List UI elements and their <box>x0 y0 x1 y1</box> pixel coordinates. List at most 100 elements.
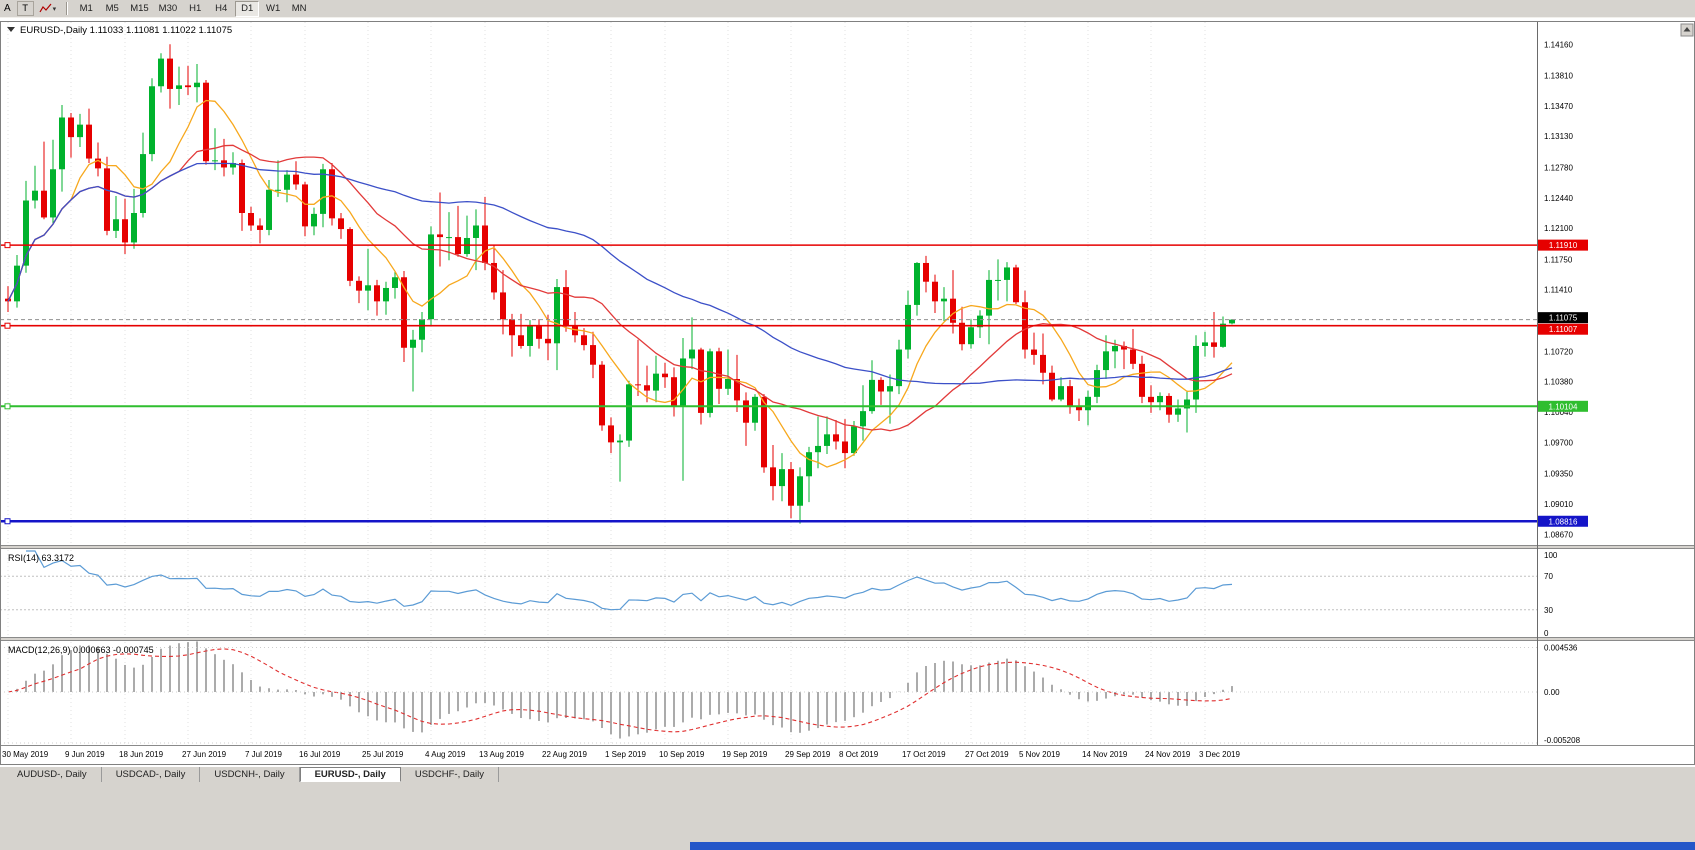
bear-candle-body <box>1130 349 1136 364</box>
tab-audusd-daily[interactable]: AUDUSD-, Daily <box>3 767 102 782</box>
bear-candle-body <box>302 184 308 227</box>
current-price-tag-box <box>1538 312 1588 324</box>
timeframe-m15-button[interactable]: M15 <box>126 1 152 17</box>
timeframe-d1-button[interactable]: D1 <box>235 0 260 17</box>
bear-candle-body <box>203 82 209 162</box>
price-tag-1.08816-box <box>1538 515 1588 527</box>
bear-candle-body <box>248 212 254 226</box>
bear-candle-body <box>401 277 407 348</box>
bull-candle-body <box>905 304 911 350</box>
bear-candle-body <box>500 292 506 320</box>
line-style-tool-button[interactable]: ▾ <box>35 1 60 16</box>
tab-usdchf-daily[interactable]: USDCHF-, Daily <box>400 767 499 782</box>
bear-candle-body <box>950 298 956 323</box>
top-toolbar: A T ▾ M1 M5 M15 M30 H1 H4 D1 W1 MN <box>0 0 1695 18</box>
panel-separator[interactable] <box>0 545 1695 549</box>
bull-candle-body <box>752 396 758 423</box>
text-tool-button[interactable]: T <box>16 1 34 16</box>
bull-candle-body <box>815 445 821 453</box>
bull-candle-body <box>1103 351 1109 371</box>
timeframe-h4-button[interactable]: H4 <box>209 1 233 17</box>
bear-candle-body <box>590 345 596 365</box>
bear-candle-body <box>1031 349 1037 355</box>
bull-candle-body <box>725 378 731 389</box>
price-scale-label: 1.12780 <box>1544 163 1573 172</box>
price-tag-1.10104: 1.10104 <box>1549 402 1578 411</box>
toolbar-label-a: A <box>4 3 11 14</box>
bear-candle-body <box>878 379 884 392</box>
current-price-tag: 1.11075 <box>1549 314 1578 323</box>
chart-menu-triangle-icon[interactable] <box>7 27 15 32</box>
price-scale-label: 1.10380 <box>1544 378 1573 387</box>
taskbar-strip <box>690 842 1695 850</box>
date-label: 24 Nov 2019 <box>1145 750 1191 759</box>
bull-candle-body <box>428 234 434 320</box>
bear-candle-body <box>743 400 749 423</box>
bull-candle-body <box>887 386 893 392</box>
bull-candle-body <box>113 219 119 231</box>
bear-candle-body <box>437 234 443 238</box>
bear-candle-body <box>347 229 353 281</box>
timeframe-mn-button[interactable]: MN <box>287 1 311 17</box>
bull-candle-body <box>824 434 830 446</box>
price-chart-area[interactable]: 100 70 30 0 RSI(14) 63.3172 0.004536 0.00 -0.00… <box>0 18 1695 766</box>
macd-scale-label: 0.00 <box>1544 688 1560 697</box>
bull-candle-body <box>32 190 38 201</box>
bull-candle-body <box>275 189 281 191</box>
price-scale-label: 1.14160 <box>1544 40 1573 49</box>
bull-candle-body <box>176 85 182 89</box>
bear-candle-body <box>536 326 542 339</box>
price-scale-label: 1.09010 <box>1544 500 1573 509</box>
timeframe-h1-button[interactable]: H1 <box>183 1 207 17</box>
bull-candle-body <box>1085 396 1091 411</box>
price-tag-1.08816: 1.08816 <box>1549 517 1578 526</box>
bear-candle-body <box>788 469 794 506</box>
bear-candle-body <box>734 378 740 401</box>
ma-slow-line <box>7 162 1233 385</box>
timeframe-m1-button[interactable]: M1 <box>74 1 98 17</box>
bear-candle-body <box>68 117 74 138</box>
price-scale-label: 1.13130 <box>1544 132 1573 141</box>
date-label: 14 Nov 2019 <box>1082 750 1128 759</box>
bear-candle-body <box>716 351 722 389</box>
bear-candle-body <box>1067 386 1073 407</box>
chart-tabs-bar: AUDUSD-, Daily USDCAD-, Daily USDCNH-, D… <box>0 766 1695 782</box>
bull-candle-body <box>230 163 236 168</box>
bear-candle-body <box>1211 342 1217 347</box>
scroll-up-arrow-icon <box>1683 27 1691 32</box>
bull-candle-body <box>1229 319 1235 324</box>
panel-separator[interactable] <box>0 637 1695 641</box>
date-label: 7 Jul 2019 <box>245 750 282 759</box>
bear-candle-body <box>185 85 191 88</box>
price-scale-label: 1.09350 <box>1544 470 1573 479</box>
price-tag-1.11007-box <box>1538 323 1588 335</box>
price-scale-label: 1.11410 <box>1544 286 1573 295</box>
price-scale-label: 1.10720 <box>1544 347 1573 356</box>
date-label: 10 Sep 2019 <box>659 750 705 759</box>
bear-candle-body <box>581 335 587 346</box>
timeframe-m5-button[interactable]: M5 <box>100 1 124 17</box>
bull-candle-body <box>1157 395 1163 403</box>
bull-candle-body <box>50 169 56 218</box>
bear-candle-body <box>1121 345 1127 350</box>
timeframe-m30-button[interactable]: M30 <box>155 1 181 17</box>
rsi-scale-label: 70 <box>1544 572 1553 581</box>
tab-eurusd-daily[interactable]: EURUSD-, Daily <box>299 767 401 782</box>
line-drag-handle <box>4 322 11 329</box>
bull-candle-body <box>986 279 992 316</box>
bull-candle-body <box>896 349 902 387</box>
bull-candle-body <box>968 327 974 345</box>
tab-usdcad-daily[interactable]: USDCAD-, Daily <box>101 767 201 782</box>
bear-candle-body <box>95 158 101 169</box>
bull-candle-body <box>59 117 65 170</box>
bear-candle-body <box>833 434 839 442</box>
tab-usdcnh-daily[interactable]: USDCNH-, Daily <box>200 767 300 782</box>
bull-candle-body <box>410 339 416 348</box>
bull-candle-body <box>1193 345 1199 400</box>
bull-candle-body <box>1202 342 1208 346</box>
timeframe-w1-button[interactable]: W1 <box>261 1 285 17</box>
price-scale-label: 1.13810 <box>1544 72 1573 81</box>
bull-candle-body <box>869 379 875 412</box>
bull-candle-body <box>860 411 866 427</box>
ma-fast-line <box>7 99 1233 468</box>
